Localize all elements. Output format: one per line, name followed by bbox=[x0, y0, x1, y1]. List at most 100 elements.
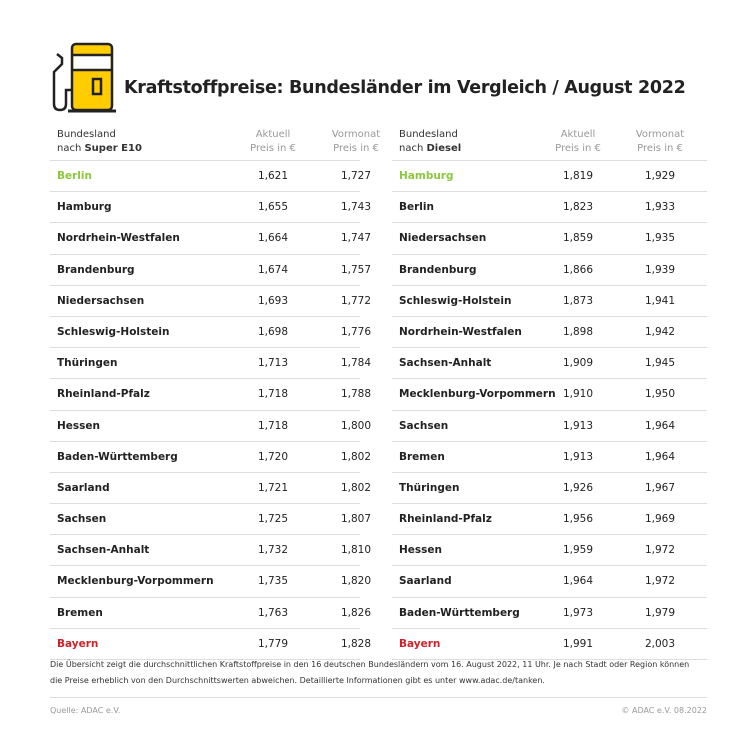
table-row: Thüringen 1,926 1,967 bbox=[392, 473, 707, 505]
price-current: 1,909 bbox=[562, 357, 594, 370]
state-name: Thüringen bbox=[399, 481, 460, 494]
fuel-type: Diesel bbox=[426, 143, 462, 154]
price-previous-month: 1,972 bbox=[644, 575, 676, 588]
price-current: 1,732 bbox=[257, 544, 289, 557]
price-previous-month: 1,939 bbox=[644, 263, 676, 276]
state-name: Niedersachsen bbox=[399, 232, 487, 245]
price-previous-month: 1,757 bbox=[340, 263, 372, 276]
price-current: 1,718 bbox=[257, 388, 289, 401]
state-name: Mecklenburg-Vorpommern bbox=[399, 388, 556, 401]
state-name: Thüringen bbox=[57, 357, 118, 370]
table-row: Sachsen 1,725 1,807 bbox=[50, 504, 371, 536]
table-header: Bundesland nach Diesel Aktuell Preis in € … bbox=[392, 126, 707, 161]
footnote: Die Übersicht zeigt die durchschnittlich… bbox=[50, 660, 690, 685]
state-name: Bayern bbox=[399, 637, 441, 650]
page-title: Kraftstoffpreise: Bundesländer im Vergle… bbox=[124, 78, 686, 98]
state-name: Rheinland-Pfalz bbox=[399, 513, 492, 526]
table-row: Rheinland-Pfalz 1,956 1,969 bbox=[392, 504, 707, 536]
header-line: nach bbox=[57, 143, 85, 154]
state-name: Berlin bbox=[399, 201, 434, 214]
price-current: 1,779 bbox=[257, 637, 289, 650]
price-previous-month: 1,788 bbox=[340, 388, 372, 401]
price-previous-month: 1,941 bbox=[644, 294, 676, 307]
price-current: 1,735 bbox=[257, 575, 289, 588]
table-row: Bremen 1,763 1,826 bbox=[50, 598, 371, 629]
price-previous-month: 1,942 bbox=[644, 325, 676, 338]
price-current: 1,956 bbox=[562, 513, 594, 526]
price-current: 1,718 bbox=[257, 419, 289, 432]
table-diesel: Bundesland nach Diesel Aktuell Preis in € … bbox=[392, 126, 707, 660]
table-row: Bayern 1,991 2,003 bbox=[392, 629, 707, 660]
price-current: 1,763 bbox=[257, 606, 289, 619]
table-row: Saarland 1,964 1,972 bbox=[392, 566, 707, 598]
price-previous-month: 1,826 bbox=[340, 606, 372, 619]
fuel-pump-icon bbox=[52, 42, 116, 113]
price-previous-month: 1,743 bbox=[340, 201, 372, 214]
state-name: Baden-Württemberg bbox=[57, 450, 178, 463]
price-current: 1,721 bbox=[257, 481, 289, 494]
price-previous-month: 1,747 bbox=[340, 232, 372, 245]
column-header-bundesland: Bundesland nach Super E10 bbox=[57, 128, 142, 156]
price-previous-month: 1,935 bbox=[644, 232, 676, 245]
header-line: Preis in € bbox=[250, 143, 296, 154]
table-row: Berlin 1,621 1,727 bbox=[50, 161, 371, 193]
header-line: Aktuell bbox=[560, 129, 596, 140]
price-previous-month: 2,003 bbox=[644, 637, 676, 650]
price-previous-month: 1,776 bbox=[340, 325, 372, 338]
price-current: 1,823 bbox=[562, 201, 594, 214]
price-current: 1,720 bbox=[257, 450, 289, 463]
state-name: Mecklenburg-Vorpommern bbox=[57, 575, 214, 588]
price-previous-month: 1,979 bbox=[644, 606, 676, 619]
state-name: Sachsen-Anhalt bbox=[399, 357, 492, 370]
state-name: Schleswig-Holstein bbox=[57, 325, 170, 338]
price-current: 1,664 bbox=[257, 232, 289, 245]
price-current: 1,873 bbox=[562, 294, 594, 307]
state-name: Bremen bbox=[57, 606, 103, 619]
column-header-aktuell: Aktuell Preis in € bbox=[538, 128, 618, 156]
state-name: Hessen bbox=[57, 419, 101, 432]
table-row: Mecklenburg-Vorpommern 1,735 1,820 bbox=[50, 566, 371, 598]
price-current: 1,959 bbox=[562, 544, 594, 557]
state-name: Schleswig-Holstein bbox=[399, 294, 512, 307]
state-name: Nordrhein-Westfalen bbox=[399, 325, 522, 338]
price-current: 1,926 bbox=[562, 481, 594, 494]
price-previous-month: 1,969 bbox=[644, 513, 676, 526]
price-previous-month: 1,820 bbox=[340, 575, 372, 588]
price-previous-month: 1,828 bbox=[340, 637, 372, 650]
table-row: Berlin 1,823 1,933 bbox=[392, 192, 707, 224]
price-current: 1,674 bbox=[257, 263, 289, 276]
price-previous-month: 1,950 bbox=[644, 388, 676, 401]
price-current: 1,859 bbox=[562, 232, 594, 245]
state-name: Sachsen-Anhalt bbox=[57, 544, 150, 557]
price-previous-month: 1,945 bbox=[644, 357, 676, 370]
price-previous-month: 1,967 bbox=[644, 481, 676, 494]
table-row: Bayern 1,779 1,828 bbox=[50, 629, 371, 660]
state-name: Hamburg bbox=[57, 201, 112, 214]
price-previous-month: 1,933 bbox=[644, 201, 676, 214]
price-current: 1,913 bbox=[562, 419, 594, 432]
table-row: Baden-Württemberg 1,720 1,802 bbox=[50, 442, 371, 473]
price-previous-month: 1,810 bbox=[340, 544, 372, 557]
table-row: Niedersachsen 1,693 1,772 bbox=[50, 286, 371, 317]
divider bbox=[50, 697, 707, 698]
price-previous-month: 1,972 bbox=[644, 544, 676, 557]
table-row: Hessen 1,959 1,972 bbox=[392, 535, 707, 567]
table-super-e10: Bundesland nach Super E10 Aktuell Preis in… bbox=[50, 126, 380, 660]
state-name: Berlin bbox=[57, 170, 92, 182]
table-row: Schleswig-Holstein 1,698 1,776 bbox=[50, 317, 371, 349]
price-previous-month: 1,772 bbox=[340, 294, 372, 307]
price-current: 1,991 bbox=[562, 637, 594, 650]
table-row: Hessen 1,718 1,800 bbox=[50, 411, 371, 442]
price-current: 1,693 bbox=[257, 294, 289, 307]
table-row: Hamburg 1,655 1,743 bbox=[50, 192, 371, 224]
price-current: 1,910 bbox=[562, 388, 594, 401]
table-row: Saarland 1,721 1,802 bbox=[50, 473, 371, 505]
header-line: Preis in € bbox=[637, 143, 683, 154]
header-line: Vormonat bbox=[635, 129, 685, 140]
header-line: Preis in € bbox=[333, 143, 379, 154]
price-current: 1,713 bbox=[257, 357, 289, 370]
state-name: Brandenburg bbox=[57, 263, 135, 276]
price-previous-month: 1,802 bbox=[340, 450, 372, 463]
fuel-type: Super E10 bbox=[84, 143, 142, 154]
